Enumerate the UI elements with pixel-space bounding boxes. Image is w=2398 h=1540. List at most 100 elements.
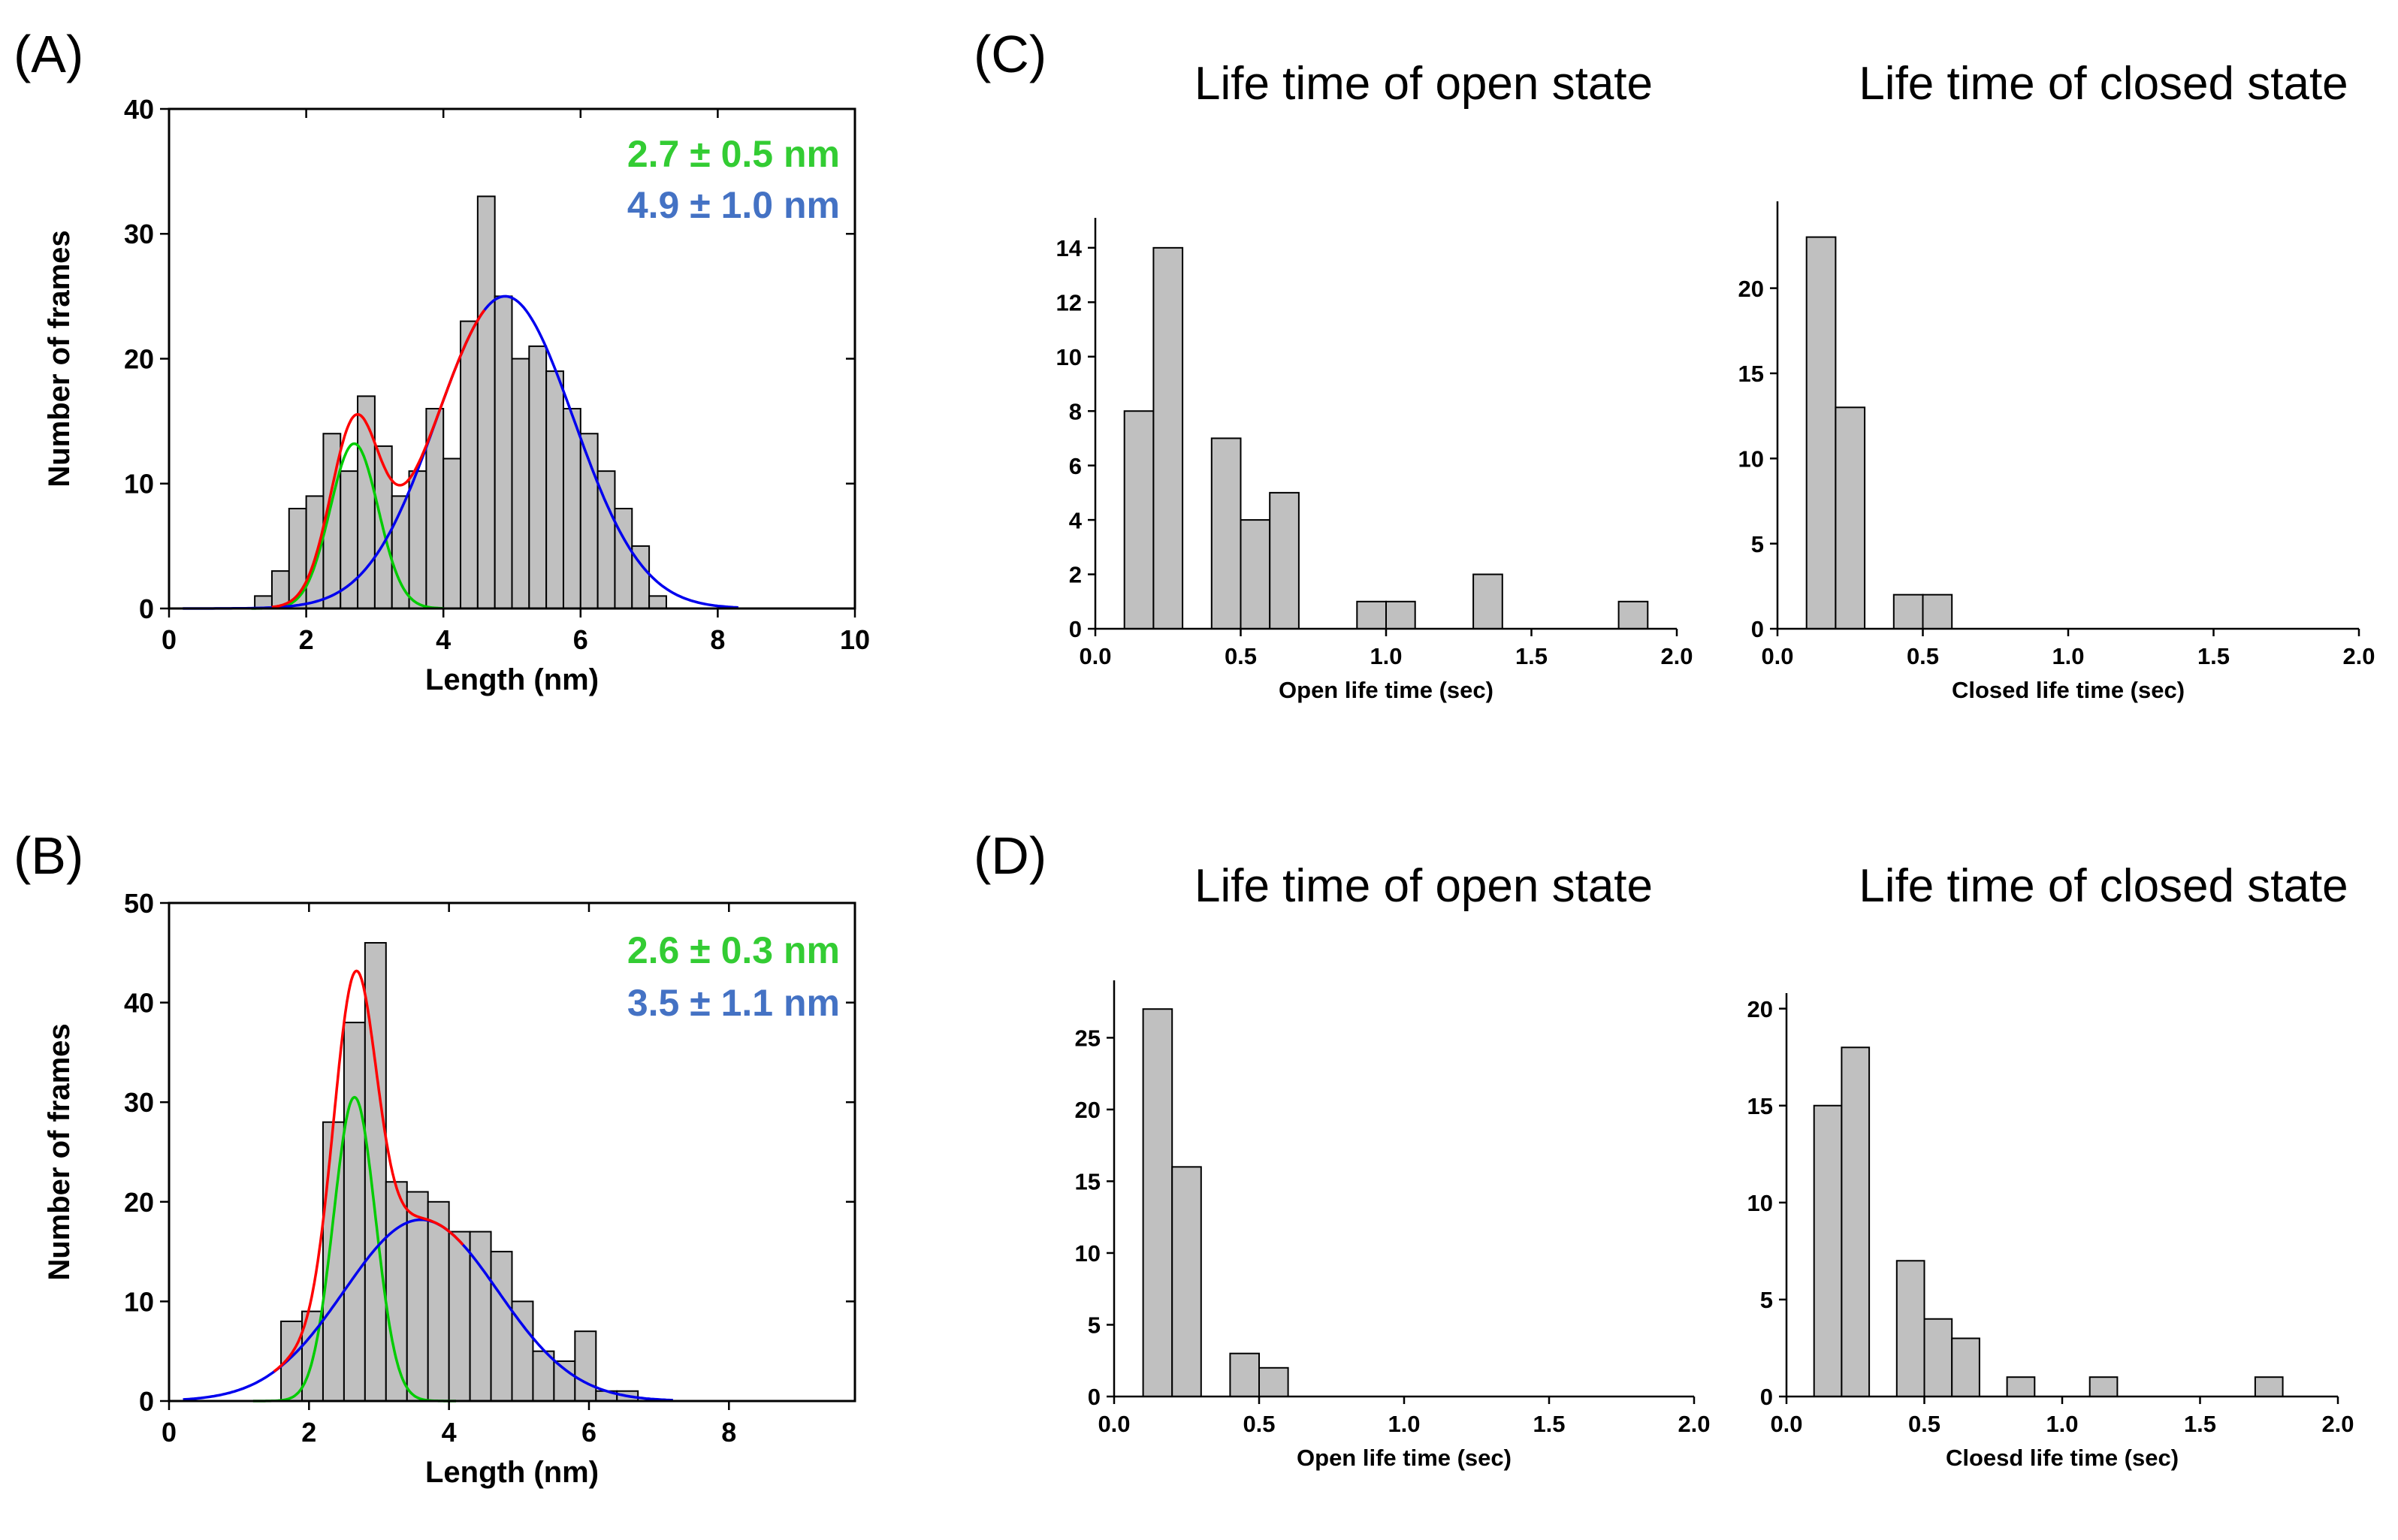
x-tick-label-b-3: 6 (581, 1417, 596, 1448)
x-tick-label-b-2: 4 (442, 1417, 457, 1448)
bar-c1-3 (1240, 519, 1271, 630)
bar-d1-3 (1258, 1366, 1289, 1397)
x-tick-label-b-4: 8 (721, 1417, 736, 1448)
x-axis-label-a: Length (nm) (425, 663, 599, 696)
x-tick-label-c2-3: 1.5 (2197, 643, 2230, 669)
bar-a-3 (305, 495, 325, 609)
x-tick-label-a-4: 8 (710, 624, 725, 655)
y-tick-label-b-0: 0 (139, 1386, 154, 1417)
y-tick-label-d1-1: 5 (1088, 1312, 1101, 1339)
bar-c2-2 (1892, 593, 1924, 630)
bar-a-16 (528, 345, 548, 609)
bar-a-9 (408, 470, 427, 609)
bar-d2-6 (2088, 1376, 2119, 1398)
fit-curve-total-a (271, 309, 486, 608)
fit-curve-total-b (273, 969, 464, 1373)
bar-b-9 (469, 1230, 492, 1402)
bar-d2-3 (1923, 1318, 1953, 1397)
fit-annotation-a-1: 4.9 ± 1.0 nm (627, 184, 840, 226)
chart-title-c2: Life time of closed state (1859, 58, 2348, 110)
x-axis-label-c2: Closed life time (sec) (1952, 677, 2185, 703)
y-tick-label-a-1: 10 (124, 469, 154, 500)
x-tick-label-c1-0: 0.0 (1079, 643, 1111, 669)
bar-c1-7 (1472, 573, 1503, 630)
y-tick-label-a-2: 20 (124, 343, 154, 374)
bar-c1-5 (1356, 600, 1388, 630)
y-tick-label-d2-0: 0 (1760, 1384, 1773, 1410)
x-tick-label-d1-2: 1.0 (1388, 1411, 1420, 1437)
bar-d2-7 (2254, 1376, 2284, 1398)
y-tick-label-c2-1: 5 (1751, 531, 1764, 557)
y-tick-label-d1-4: 20 (1075, 1097, 1101, 1123)
bar-a-14 (494, 295, 513, 609)
fit-annotation-b-1: 3.5 ± 1.1 nm (627, 982, 840, 1024)
y-tick-label-b-4: 40 (124, 988, 154, 1019)
plot-frame-b (168, 901, 856, 1403)
y-tick-label-b-3: 30 (124, 1087, 154, 1118)
bar-d1-2 (1229, 1352, 1261, 1398)
y-tick-label-c1-0: 0 (1069, 616, 1082, 642)
x-axis-label-d2: Cloesd life time (sec) (1946, 1445, 2179, 1471)
y-tick-label-c2-2: 10 (1738, 445, 1764, 472)
x-tick-label-d1-1: 0.5 (1243, 1411, 1275, 1437)
bar-d2-4 (1951, 1337, 1980, 1398)
fit-curve-green-b (252, 1095, 456, 1403)
y-tick-label-d2-2: 10 (1747, 1190, 1773, 1216)
y-tick-label-c2-0: 0 (1751, 616, 1764, 642)
y-tick-label-d2-3: 15 (1747, 1093, 1773, 1119)
bar-d2-0 (1813, 1104, 1843, 1397)
x-tick-label-c1-3: 1.5 (1515, 643, 1548, 669)
bar-c2-3 (1922, 593, 1953, 630)
y-tick-label-c1-6: 12 (1056, 289, 1082, 316)
x-tick-label-a-5: 10 (840, 624, 870, 655)
x-tick-label-c1-1: 0.5 (1225, 643, 1257, 669)
y-tick-label-d1-5: 25 (1075, 1025, 1101, 1052)
y-tick-label-b-2: 20 (124, 1187, 154, 1218)
bar-c1-4 (1269, 491, 1300, 630)
y-tick-label-c1-1: 2 (1069, 562, 1082, 588)
bar-c1-0 (1123, 410, 1155, 630)
chart-title-d1: Life time of open state (1194, 860, 1653, 912)
bar-d2-1 (1841, 1046, 1871, 1397)
bar-b-8 (448, 1230, 471, 1402)
bar-a-12 (460, 320, 479, 609)
panel-label-d: (D) (974, 826, 1046, 885)
y-tick-label-d2-4: 20 (1747, 996, 1773, 1022)
bar-b-13 (553, 1360, 576, 1402)
x-tick-label-c2-1: 0.5 (1907, 643, 1939, 669)
y-tick-label-c1-4: 8 (1069, 398, 1082, 424)
x-tick-label-b-1: 2 (301, 1417, 316, 1448)
y-tick-label-c1-3: 6 (1069, 453, 1082, 479)
x-tick-label-c2-0: 0.0 (1761, 643, 1793, 669)
x-tick-label-c2-4: 2.0 (2342, 643, 2375, 669)
y-axis-label-b: Number of frames (43, 1023, 76, 1280)
bar-a-13 (476, 195, 496, 609)
bar-b-3 (343, 1022, 366, 1402)
x-tick-label-c1-2: 1.0 (1370, 643, 1402, 669)
bar-c1-8 (1617, 600, 1649, 630)
bar-c1-6 (1385, 600, 1416, 630)
x-tick-label-d2-2: 1.0 (2046, 1411, 2078, 1437)
y-tick-label-c1-5: 10 (1056, 344, 1082, 370)
y-tick-label-d2-1: 5 (1760, 1287, 1773, 1313)
y-tick-label-b-5: 50 (124, 888, 154, 919)
panel-label-b: (B) (14, 826, 83, 885)
bar-c2-0 (1805, 236, 1837, 630)
bar-c2-1 (1835, 406, 1866, 630)
panel-label-c: (C) (974, 25, 1046, 83)
x-tick-label-d2-0: 0.0 (1770, 1411, 1802, 1437)
x-axis-label-b: Length (nm) (425, 1456, 599, 1489)
x-tick-label-c2-2: 1.0 (2052, 643, 2084, 669)
x-axis-label-d1: Open life time (sec) (1297, 1445, 1512, 1471)
bar-c1-1 (1152, 246, 1184, 630)
chart-title-c1: Life time of open state (1194, 58, 1653, 110)
x-tick-label-a-2: 4 (436, 624, 451, 655)
x-axis-label-c1: Open life time (sec) (1279, 677, 1493, 703)
y-tick-label-c2-3: 15 (1738, 361, 1764, 387)
bar-a-23 (648, 595, 667, 609)
bar-d1-1 (1171, 1166, 1202, 1398)
bar-d2-2 (1895, 1260, 1925, 1397)
x-tick-label-c1-4: 2.0 (1660, 643, 1693, 669)
bar-b-10 (490, 1251, 513, 1402)
x-tick-label-d1-3: 1.5 (1533, 1411, 1565, 1437)
